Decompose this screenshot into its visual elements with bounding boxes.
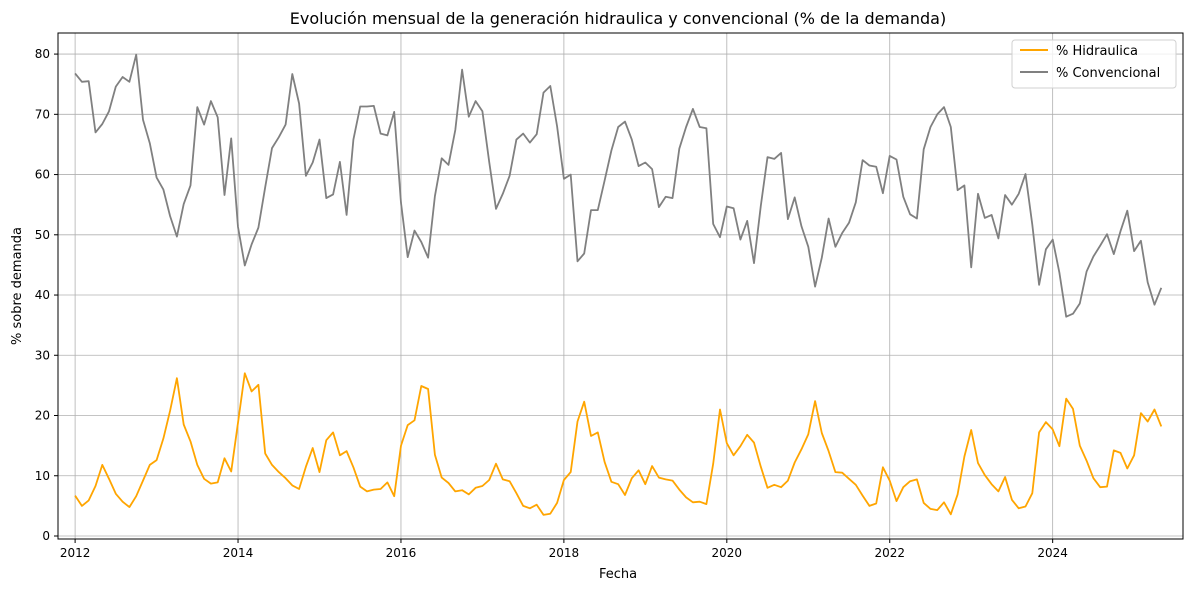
y-tick-label: 30 — [35, 348, 50, 362]
x-tick-label: 2012 — [60, 546, 91, 560]
legend-box — [1011, 39, 1177, 89]
chart-title: Evolución mensual de la generación hidra… — [290, 9, 946, 28]
x-axis-label: Fecha — [599, 567, 637, 582]
legend-label-convencional: % Convencional — [1056, 66, 1160, 81]
x-tick-label: 2020 — [712, 546, 743, 560]
legend: % Hidraulica % Convencional — [1011, 39, 1177, 89]
x-tick-label: 2018 — [549, 546, 580, 560]
y-tick-label: 50 — [35, 228, 50, 242]
y-tick-label: 0 — [42, 529, 50, 543]
x-tick-label: 2024 — [1037, 546, 1068, 560]
y-tick-label: 80 — [35, 47, 50, 61]
grid — [58, 33, 1183, 539]
plot-frame — [57, 32, 1184, 540]
series-line-convencional — [74, 53, 1163, 318]
y-tick-label: 60 — [35, 168, 50, 182]
series-lines — [74, 53, 1163, 516]
y-tick-label: 70 — [35, 107, 50, 121]
y-tick-label: 40 — [35, 288, 50, 302]
y-axis-label: % sobre demanda — [10, 227, 25, 345]
x-tick-label: 2022 — [874, 546, 905, 560]
series-line-hidraulica — [74, 372, 1163, 516]
x-tick-label: 2014 — [223, 546, 254, 560]
ticks: 0 10 20 30 40 50 60 70 80 2012 2014 2016 2018 2020 202… — [35, 47, 1068, 560]
y-tick-label: 10 — [35, 469, 50, 483]
y-tick-label: 20 — [35, 409, 50, 423]
legend-label-hidraulica: % Hidraulica — [1056, 44, 1138, 59]
x-tick-label: 2016 — [386, 546, 417, 560]
